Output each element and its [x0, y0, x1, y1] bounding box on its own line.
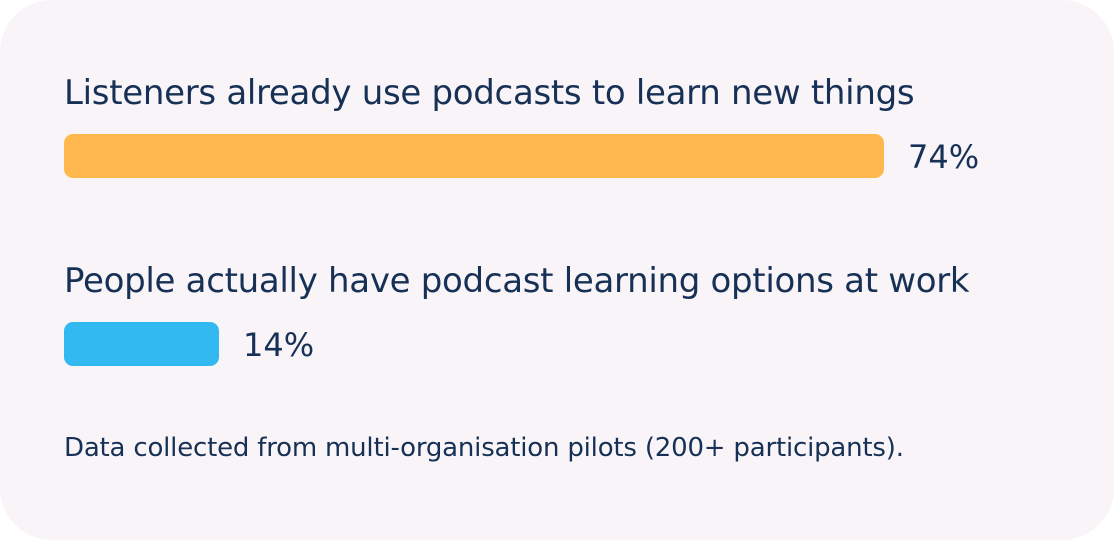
- footnote: Data collected from multi-organisation p…: [64, 433, 904, 463]
- value-label-2: 14%: [243, 326, 315, 364]
- bar-label-1: Listeners already use podcasts to learn …: [64, 73, 915, 113]
- value-label-1: 74%: [908, 138, 980, 176]
- bar-listeners-use-podcasts: [64, 134, 884, 178]
- bar-podcast-learning-at-work: [64, 322, 219, 366]
- bar-label-2: People actually have podcast learning op…: [64, 261, 970, 301]
